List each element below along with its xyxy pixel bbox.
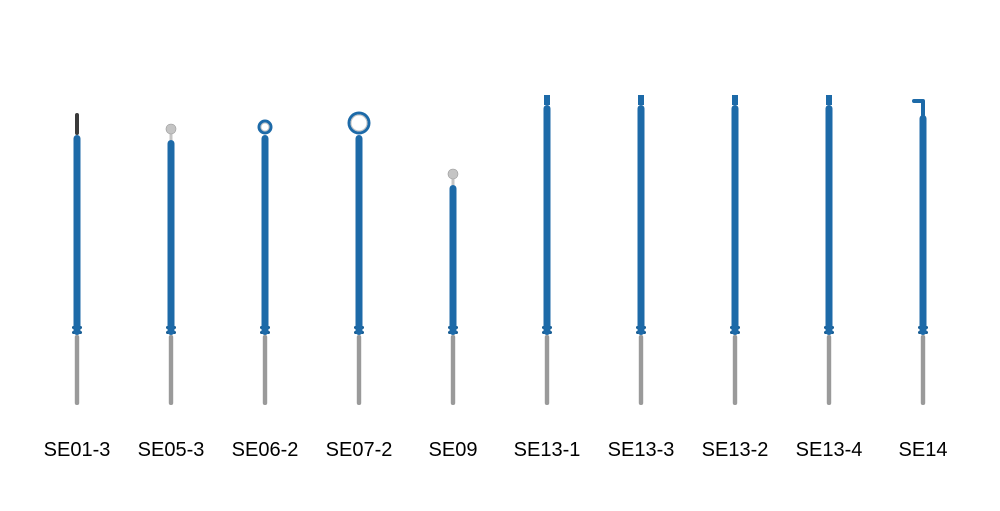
instrument-label: SE13-4	[796, 439, 863, 462]
instrument-graphic	[507, 95, 587, 405]
instrument-SE14	[883, 95, 963, 405]
instrument-SE13-1	[507, 95, 587, 405]
instrument-graphic	[413, 95, 493, 405]
catalog-item: SE01-3	[30, 95, 124, 462]
instrument-SE13-4	[789, 95, 869, 405]
instrument-label: SE07-2	[326, 439, 393, 462]
instrument-graphic	[319, 95, 399, 405]
instrument-label: SE13-3	[608, 439, 675, 462]
catalog-item: SE13-1	[500, 95, 594, 462]
catalog-item: SE13-2	[688, 95, 782, 462]
catalog-item: SE05-3	[124, 95, 218, 462]
instrument-label: SE01-3	[44, 439, 111, 462]
instrument-label: SE05-3	[138, 439, 205, 462]
instrument-label: SE09	[429, 439, 478, 462]
instrument-SE13-3	[601, 95, 681, 405]
instrument-SE09	[413, 95, 493, 405]
instrument-graphic	[131, 95, 211, 405]
instrument-SE13-2	[695, 95, 775, 405]
instrument-label: SE14	[899, 439, 948, 462]
catalog-item: SE07-2	[312, 95, 406, 462]
instrument-graphic	[695, 95, 775, 405]
instrument-label: SE13-2	[702, 439, 769, 462]
catalog-item: SE09	[406, 95, 500, 462]
instrument-label: SE13-1	[514, 439, 581, 462]
instrument-graphic	[225, 95, 305, 405]
catalog-item: SE13-4	[782, 95, 876, 462]
instrument-graphic	[789, 95, 869, 405]
catalog-item: SE14	[876, 95, 970, 462]
instrument-SE06-2	[225, 95, 305, 405]
catalog-item: SE06-2	[218, 95, 312, 462]
catalog-item: SE13-3	[594, 95, 688, 462]
instrument-graphic	[883, 95, 963, 405]
instrument-SE07-2	[319, 95, 399, 405]
instrument-SE01-3	[37, 95, 117, 405]
instrument-graphic	[601, 95, 681, 405]
instrument-graphic	[37, 95, 117, 405]
instrument-label: SE06-2	[232, 439, 299, 462]
instrument-SE05-3	[131, 95, 211, 405]
